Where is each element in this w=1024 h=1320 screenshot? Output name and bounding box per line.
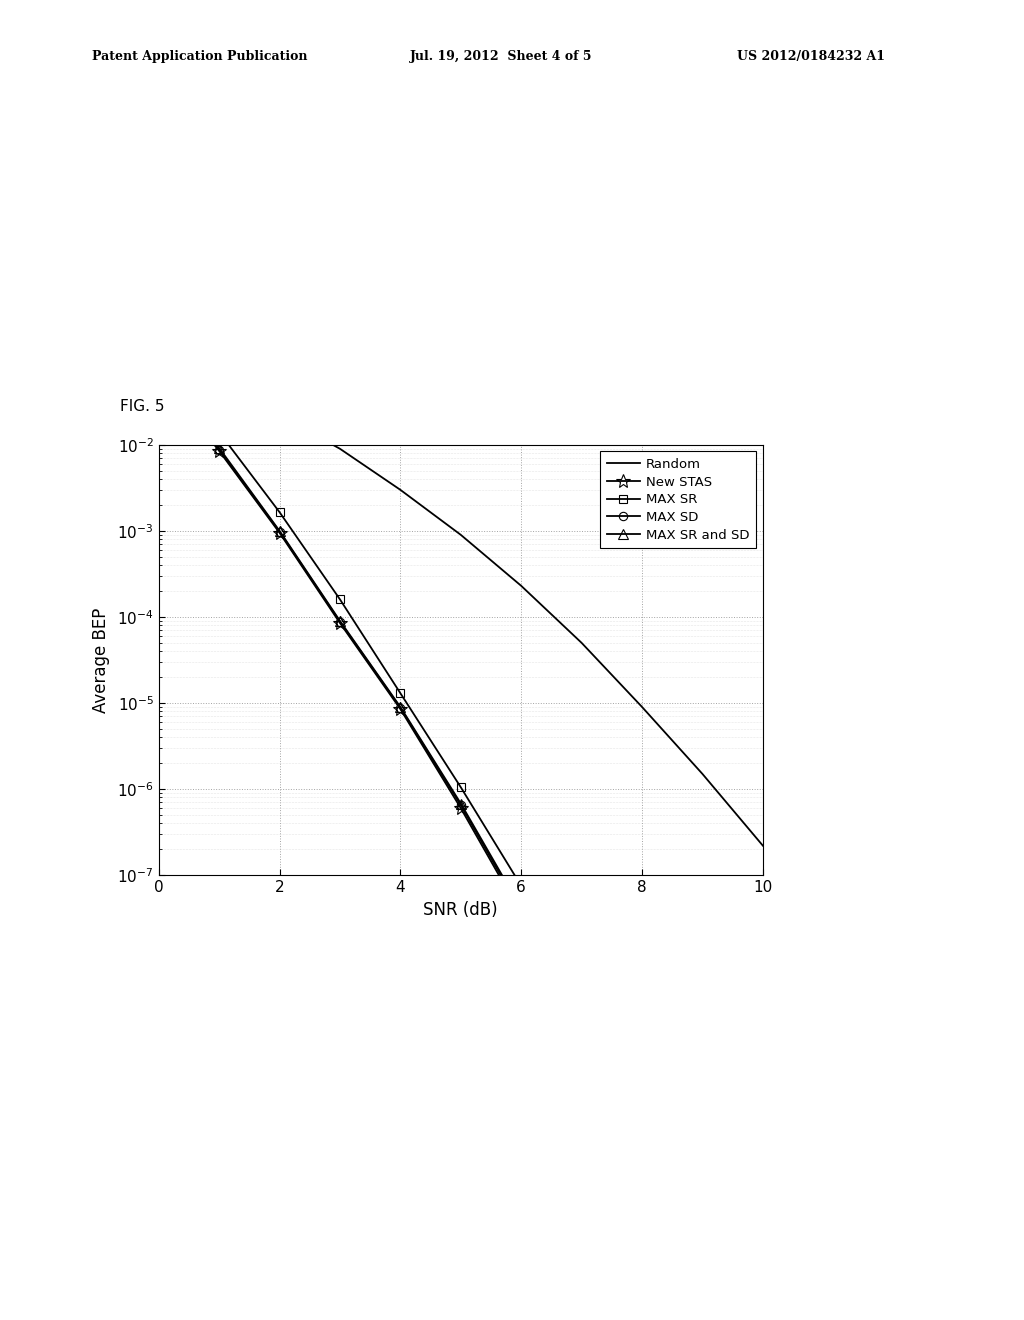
MAX SR and SD — [636, 1090, 648, 1106]
Y-axis label: Average BEP: Average BEP — [92, 607, 111, 713]
Text: Jul. 19, 2012  Sheet 4 of 5: Jul. 19, 2012 Sheet 4 of 5 — [410, 50, 592, 63]
Random — [636, 700, 648, 715]
Random — [696, 766, 709, 781]
New STAS — [213, 444, 225, 459]
MAX SR and SD — [334, 612, 346, 628]
New STAS — [273, 525, 286, 541]
MAX SR — [334, 591, 346, 607]
MAX SR — [273, 504, 286, 520]
MAX SD — [636, 1093, 648, 1109]
Line: Random: Random — [159, 359, 763, 846]
Random — [213, 376, 225, 392]
X-axis label: SNR (dB): SNR (dB) — [424, 900, 498, 919]
Random — [394, 482, 407, 498]
Line: MAX SR and SD: MAX SR and SD — [154, 366, 647, 1102]
New STAS — [394, 701, 407, 717]
MAX SR — [213, 424, 225, 440]
Legend: Random, New STAS, MAX SR, MAX SD, MAX SR and SD: Random, New STAS, MAX SR, MAX SD, MAX SR… — [600, 451, 757, 548]
Text: US 2012/0184232 A1: US 2012/0184232 A1 — [737, 50, 886, 63]
New STAS — [636, 1096, 648, 1111]
Random — [334, 441, 346, 457]
MAX SR — [455, 779, 467, 795]
MAX SR and SD — [153, 363, 165, 379]
Random — [273, 408, 286, 424]
New STAS — [153, 367, 165, 383]
New STAS — [334, 615, 346, 631]
MAX SD — [213, 442, 225, 458]
Text: Patent Application Publication: Patent Application Publication — [92, 50, 307, 63]
Random — [153, 351, 165, 367]
New STAS — [575, 1001, 588, 1016]
New STAS — [455, 800, 467, 816]
Random — [515, 578, 527, 594]
Line: MAX SD: MAX SD — [155, 370, 646, 1105]
MAX SR — [394, 685, 407, 701]
MAX SR and SD — [455, 796, 467, 812]
MAX SD — [575, 998, 588, 1014]
MAX SD — [455, 797, 467, 813]
Random — [455, 527, 467, 543]
MAX SD — [273, 524, 286, 540]
New STAS — [515, 907, 527, 923]
MAX SD — [515, 903, 527, 919]
Line: MAX SR: MAX SR — [155, 360, 646, 1104]
Random — [575, 635, 588, 651]
MAX SR — [575, 983, 588, 999]
MAX SD — [334, 614, 346, 630]
MAX SR and SD — [515, 900, 527, 916]
MAX SR and SD — [213, 440, 225, 455]
MAX SR and SD — [273, 523, 286, 539]
Random — [757, 838, 769, 854]
MAX SR — [153, 356, 165, 372]
MAX SR and SD — [394, 700, 407, 715]
MAX SR and SD — [575, 995, 588, 1011]
Line: New STAS: New STAS — [152, 368, 649, 1111]
MAX SD — [153, 366, 165, 381]
Text: FIG. 5: FIG. 5 — [120, 400, 164, 414]
MAX SR — [515, 878, 527, 894]
MAX SD — [394, 700, 407, 715]
MAX SR — [636, 1092, 648, 1107]
